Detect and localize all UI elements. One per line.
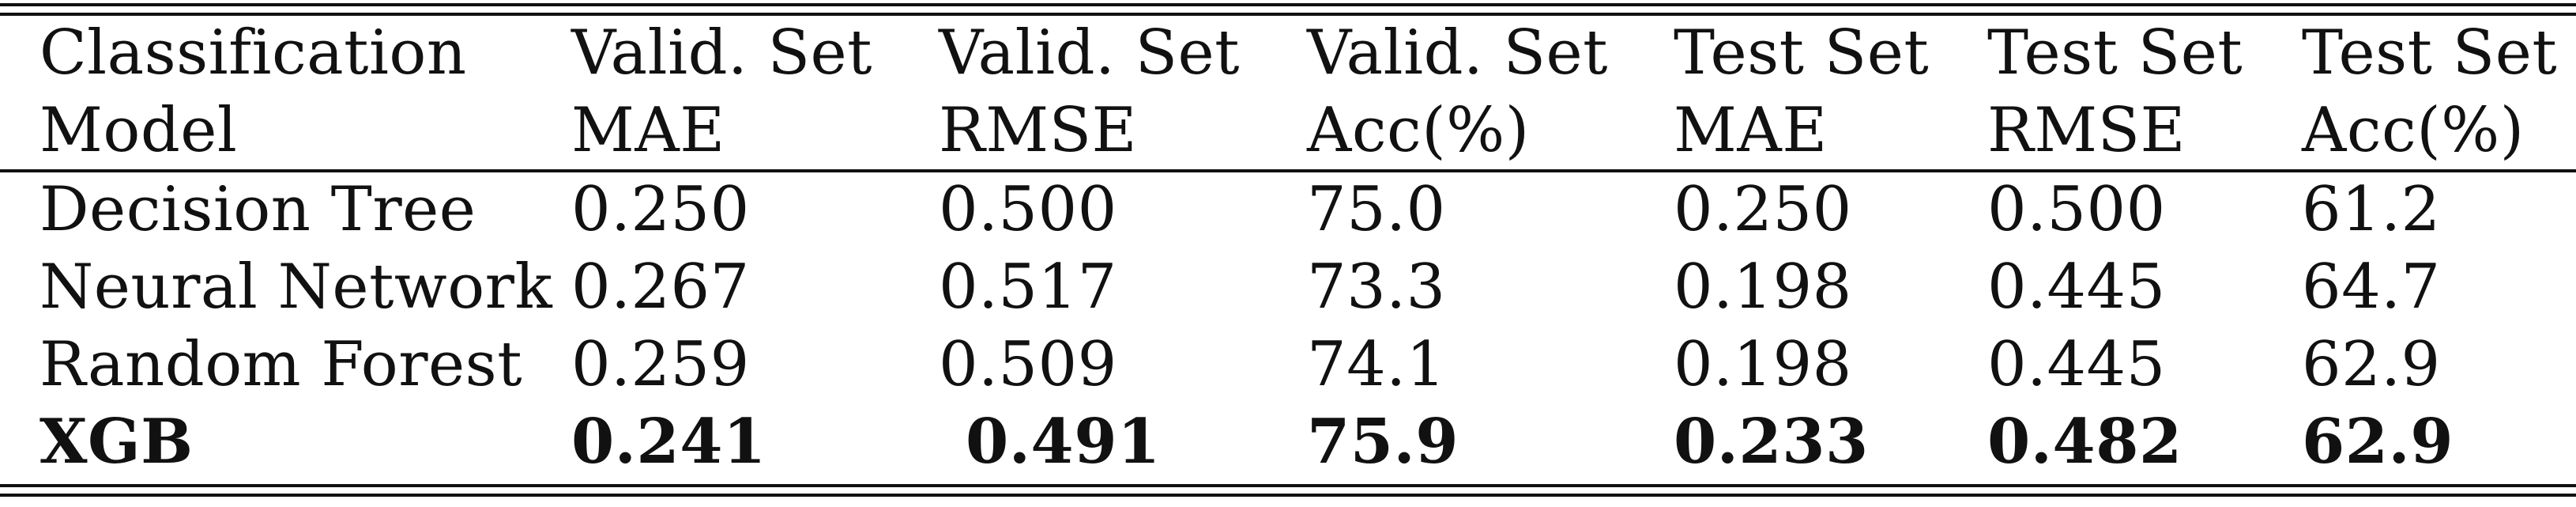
header-col-test-mae-line1: Test Set <box>1674 17 1930 89</box>
cell-valid-mae: 0.241 <box>571 406 766 478</box>
top-rule-1 <box>0 3 2576 6</box>
header-col-valid-mae-line2: MAE <box>571 95 725 166</box>
bottom-rule-1 <box>0 484 2576 487</box>
header-col-test-rmse-line2: RMSE <box>1987 95 2186 166</box>
header-col-model-line2: Model <box>40 95 238 166</box>
header-col-test-acc-line1: Test Set <box>2302 17 2558 89</box>
row-label: XGB <box>40 406 194 478</box>
cell-valid-acc: 75.9 <box>1307 406 1459 478</box>
cell-test-rmse: 0.445 <box>1987 329 2166 400</box>
cell-test-rmse: 0.482 <box>1987 406 2182 478</box>
cell-valid-mae: 0.267 <box>571 252 750 323</box>
header-col-test-acc-line2: Acc(%) <box>2302 95 2525 166</box>
cell-valid-mae: 0.259 <box>571 329 750 400</box>
cell-valid-acc: 75.0 <box>1307 174 1446 245</box>
header-col-model-line1: Classification <box>40 17 467 89</box>
top-rule-2 <box>0 13 2576 16</box>
cell-valid-rmse: 0.491 <box>966 406 1161 478</box>
cell-test-rmse: 0.500 <box>1987 174 2166 245</box>
bottom-rule-2 <box>0 494 2576 497</box>
cell-test-acc: 61.2 <box>2302 174 2441 245</box>
row-label: Random Forest <box>40 329 523 400</box>
cell-valid-mae: 0.250 <box>571 174 750 245</box>
cell-valid-rmse: 0.500 <box>939 174 1117 245</box>
row-label: Decision Tree <box>40 174 476 245</box>
row-label: Neural Network <box>40 252 553 323</box>
header-col-valid-acc-line2: Acc(%) <box>1307 95 1530 166</box>
header-col-valid-mae-line1: Valid. Set <box>571 17 873 89</box>
cell-valid-acc: 73.3 <box>1307 252 1446 323</box>
cell-test-acc: 64.7 <box>2302 252 2441 323</box>
cell-test-rmse: 0.445 <box>1987 252 2166 323</box>
cell-test-mae: 0.250 <box>1674 174 1852 245</box>
header-col-test-mae-line2: MAE <box>1674 95 1828 166</box>
cell-valid-rmse: 0.517 <box>939 252 1117 323</box>
cell-test-mae: 0.198 <box>1674 329 1852 400</box>
header-col-valid-acc-line1: Valid. Set <box>1307 17 1609 89</box>
cell-valid-rmse: 0.509 <box>939 329 1117 400</box>
header-rule <box>0 169 2576 172</box>
header-col-valid-rmse-line2: RMSE <box>939 95 1137 166</box>
header-col-valid-rmse-line1: Valid. Set <box>939 17 1241 89</box>
header-col-test-rmse-line1: Test Set <box>1987 17 2243 89</box>
cell-test-mae: 0.233 <box>1674 406 1869 478</box>
cell-test-mae: 0.198 <box>1674 252 1852 323</box>
cell-test-acc: 62.9 <box>2302 329 2441 400</box>
cell-test-acc: 62.9 <box>2302 406 2454 478</box>
cell-valid-acc: 74.1 <box>1307 329 1446 400</box>
